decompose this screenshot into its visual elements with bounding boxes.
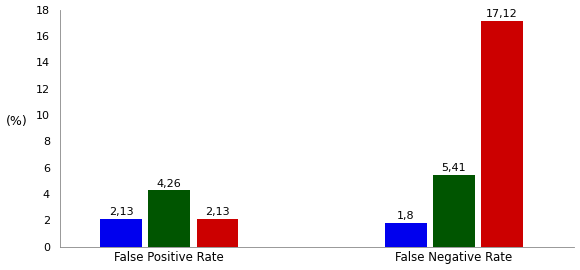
Text: 17,12: 17,12 (486, 9, 518, 19)
Bar (148, 191, 190, 247)
Text: 2,13: 2,13 (108, 207, 133, 217)
Y-axis label: (%): (%) (6, 115, 27, 128)
Bar (197, 218, 238, 247)
Text: 2,13: 2,13 (205, 207, 230, 217)
Bar (433, 175, 475, 247)
Bar (100, 218, 142, 247)
Bar (481, 21, 523, 247)
Text: 5,41: 5,41 (441, 163, 466, 173)
Text: 1,8: 1,8 (397, 211, 415, 221)
Bar (385, 223, 427, 247)
Text: 4,26: 4,26 (157, 178, 182, 188)
